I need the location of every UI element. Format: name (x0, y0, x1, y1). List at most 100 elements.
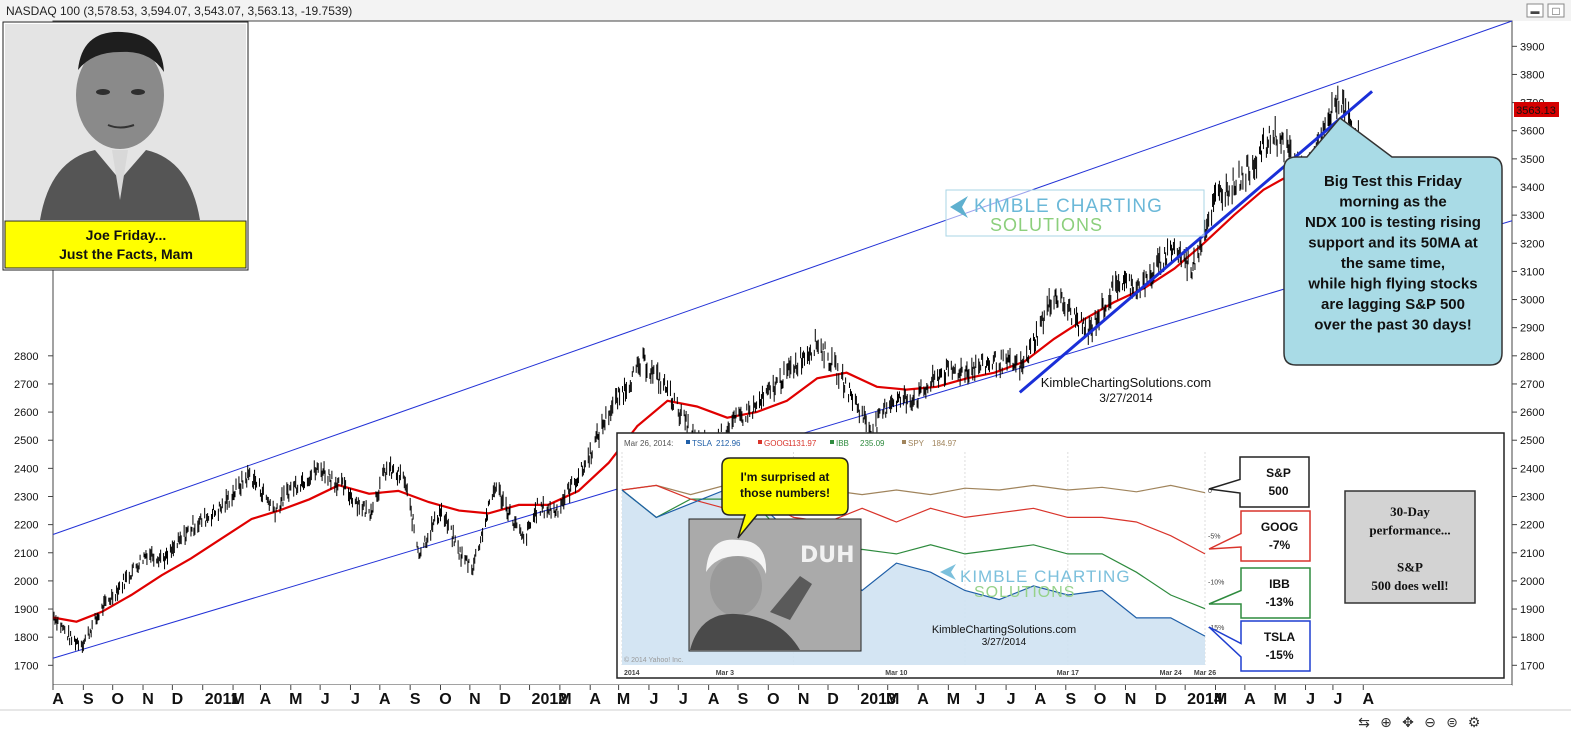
note-line: performance... (1369, 523, 1450, 538)
ibb-label-box (1208, 567, 1311, 619)
scroll-pan-icon[interactable]: ⇆ (1358, 715, 1370, 731)
x-tick-label: J (321, 691, 330, 708)
maximize-button[interactable] (1547, 3, 1565, 18)
legend-swatch (902, 440, 906, 444)
y-tick-label-right: 2400 (1520, 463, 1544, 475)
x-tick-label: O (439, 691, 451, 708)
note-line: 500 does well! (1371, 578, 1448, 593)
bubble-line: those numbers! (740, 486, 830, 500)
x-tick-label: J (976, 691, 985, 708)
legend-swatch (758, 440, 762, 444)
zoom-out-icon[interactable]: ⊖ (1424, 715, 1436, 731)
portrait-image (5, 24, 246, 220)
callout-bubble: Big Test this Friday morning as the NDX 10… (1283, 116, 1503, 366)
x-tick-label: N (798, 691, 810, 708)
einstein-image: DUH (688, 518, 862, 652)
y-tick-label-right: 1900 (1520, 604, 1544, 616)
inset-x-label: 2014 (624, 670, 640, 677)
inset-series-spy (621, 484, 1206, 496)
y-tick-label-right: 2900 (1520, 323, 1544, 335)
x-tick-label: J (1007, 691, 1016, 708)
goog-label: GOOG (1261, 520, 1298, 534)
inset-watermark-line2: SOLUTIONS (974, 584, 1075, 601)
inset-y-axis: 0 -5% -10% -15% (1208, 488, 1224, 632)
y-tick-label-left: 2200 (14, 520, 38, 532)
x-tick-label: M (617, 691, 630, 708)
move-icon[interactable]: ✥ (1402, 715, 1414, 731)
goog-label-box (1208, 510, 1311, 562)
inset-watermark: KIMBLE CHARTING SOLUTIONS (940, 564, 1130, 601)
legend-name: GOOG (764, 439, 789, 448)
note-box (1344, 490, 1476, 604)
legend-swatch (830, 440, 834, 444)
y-tick-label-left: 2400 (14, 463, 38, 475)
zoom-reset-icon[interactable]: ⊜ (1446, 715, 1458, 731)
x-tick-label: A (379, 691, 391, 708)
inset-x-label: Mar 17 (1057, 670, 1079, 677)
minimize-button[interactable] (1526, 3, 1544, 18)
zoom-in-icon[interactable]: ⊕ (1380, 715, 1392, 731)
inset-series-labels: S&P 500 GOOG -7% IBB -13% TSLA -15% (1208, 456, 1311, 672)
y-tick-label-right: 1800 (1520, 632, 1544, 644)
x-tick-label: S (1065, 691, 1076, 708)
callout-line: support and its 50MA at (1308, 235, 1477, 252)
x-tick-label: 2013 (860, 691, 896, 708)
y-tick-label-right: 2800 (1520, 351, 1544, 363)
legend-name: SPY (908, 439, 925, 448)
last-price-label: 3563.13 (1516, 105, 1556, 117)
y-tick-label-left: 2500 (14, 435, 38, 447)
y-tick-label-right: 1700 (1520, 660, 1544, 672)
y-tick-label-right: 2200 (1520, 520, 1544, 532)
joe-friday-photo-panel: Joe Friday... Just the Facts, Mam (2, 21, 249, 271)
goog-label-value: -7% (1269, 538, 1291, 552)
y-tick-label-left: 1800 (14, 632, 38, 644)
note-line: 30-Day (1390, 504, 1430, 519)
y-tick-label-right: 3500 (1520, 154, 1544, 166)
callout-line: over the past 30 days! (1314, 317, 1472, 334)
y-tick-label-right: 2300 (1520, 491, 1544, 503)
bubble-line: I'm surprised at (741, 470, 830, 484)
y-tick-label-left: 1700 (14, 660, 38, 672)
callout-line: Big Test this Friday (1324, 173, 1463, 190)
inset-copyright: © 2014 Yahoo! Inc. (624, 656, 683, 664)
rising-support-line (1018, 90, 1374, 394)
legend-value: 1131.97 (788, 439, 817, 448)
inset-x-axis: 2014 Mar 3 Mar 10 Mar 17 Mar 24 Mar 26 (624, 670, 1216, 677)
inset-y-label: -5% (1208, 534, 1220, 541)
callout-shape (1283, 116, 1503, 366)
note-line: S&P (1397, 560, 1423, 575)
x-tick-label: M (1274, 691, 1287, 708)
x-tick-label: N (1125, 691, 1137, 708)
tsla-label: TSLA (1264, 630, 1296, 644)
inset-x-label: Mar 10 (885, 670, 907, 677)
x-tick-label: 2014 (1187, 691, 1223, 708)
inset-y-label: -10% (1208, 579, 1224, 586)
y-tick-label-right: 3800 (1520, 69, 1544, 81)
speech-bubble-shape (721, 457, 849, 539)
x-tick-label: M (1214, 691, 1227, 708)
x-tick-label: A (708, 691, 720, 708)
spy-label-value: 500 (1268, 484, 1288, 498)
y-tick-label-right: 2700 (1520, 379, 1544, 391)
legend-swatch (686, 440, 690, 444)
channel-upper-line (52, 20, 1513, 535)
inset-y-label: -15% (1208, 625, 1224, 632)
x-tick-label: M (947, 691, 960, 708)
price-bars-layer (53, 85, 1359, 653)
x-tick-label: D (172, 691, 184, 708)
legend-value: 184.97 (932, 439, 957, 448)
y-tick-label-left: 2600 (14, 407, 38, 419)
x-tick-label: D (1155, 691, 1167, 708)
inset-header-date: Mar 26, 2014: (624, 439, 673, 448)
legend-name: TSLA (692, 439, 713, 448)
x-axis-panel (53, 685, 1512, 710)
y-tick-label-right: 3200 (1520, 238, 1544, 250)
x-tick-label: N (142, 691, 154, 708)
inset-credit-site: KimbleChartingSolutions.com (932, 624, 1076, 636)
settings-icon[interactable]: ⚙ (1468, 715, 1481, 731)
chalk-word: DUH (800, 543, 855, 568)
y-tick-label-right: 3100 (1520, 266, 1544, 278)
x-tick-label: A (260, 691, 272, 708)
